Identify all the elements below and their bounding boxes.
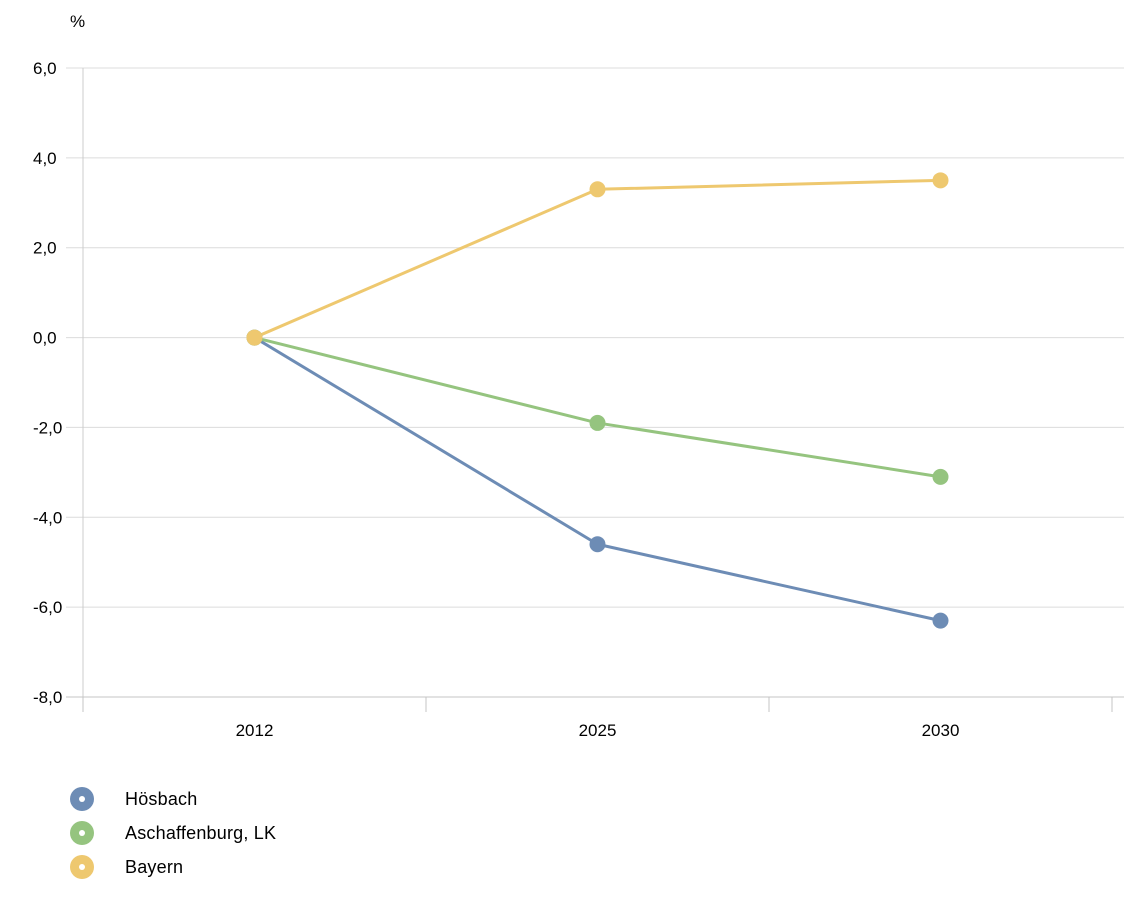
series-line (254, 336, 941, 479)
legend-label: Hösbach (125, 789, 198, 809)
legend-marker-center (79, 864, 85, 870)
axes (66, 68, 1124, 712)
data-point[interactable] (932, 612, 949, 629)
y-tick-label: 6,0 (33, 59, 57, 78)
x-tick-label: 2012 (236, 721, 274, 740)
y-axis-unit-label: % (70, 12, 85, 31)
y-tick-label: -6,0 (33, 598, 62, 617)
legend-marker-icon (70, 855, 94, 879)
y-tick-label: 2,0 (33, 239, 57, 258)
legend-label: Bayern (125, 857, 184, 877)
y-tick-label: 4,0 (33, 149, 57, 168)
y-tick-label: 0,0 (33, 329, 57, 348)
legend-marker-center (79, 796, 85, 802)
data-point[interactable] (589, 414, 606, 431)
legend: Hösbach Aschaffenburg, LK Bayern (70, 782, 570, 884)
y-tick-label: -8,0 (33, 688, 62, 707)
legend-item[interactable]: Bayern (70, 850, 570, 884)
x-tick-label: 2030 (922, 721, 960, 740)
legend-label: Aschaffenburg, LK (125, 823, 277, 843)
data-point[interactable] (589, 181, 606, 198)
series-lines (253, 178, 941, 623)
y-tick-label: -4,0 (33, 508, 62, 527)
data-point[interactable] (246, 329, 263, 346)
legend-marker-icon (70, 821, 94, 845)
data-point[interactable] (932, 468, 949, 485)
gridlines (66, 67, 1124, 608)
legend-marker-icon (70, 787, 94, 811)
data-point[interactable] (589, 536, 606, 553)
series-line (253, 178, 941, 339)
x-tick-label: 2025 (579, 721, 617, 740)
legend-marker-center (79, 830, 85, 836)
series-line (253, 336, 941, 623)
series-points (246, 172, 949, 629)
data-point[interactable] (932, 172, 949, 189)
tick-labels: 6,0 4,0 2,0 0,0 -2,0 -4,0 -6,0 -8,0 2012 2025 2030 (33, 59, 959, 740)
legend-item[interactable]: Hösbach (70, 782, 570, 816)
legend-item[interactable]: Aschaffenburg, LK (70, 816, 570, 850)
y-tick-label: -2,0 (33, 418, 62, 437)
